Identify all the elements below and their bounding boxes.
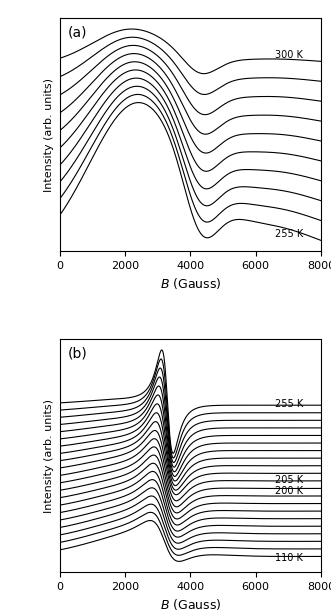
Y-axis label: Intensity (arb. units): Intensity (arb. units) [44, 399, 54, 513]
Text: (b): (b) [68, 346, 87, 360]
Text: (a): (a) [68, 25, 87, 39]
Text: 255 K: 255 K [275, 399, 304, 409]
Text: 300 K: 300 K [275, 50, 303, 60]
Y-axis label: Intensity (arb. units): Intensity (arb. units) [44, 77, 54, 192]
X-axis label: $\mathbf{\it{B}}$ (Gauss): $\mathbf{\it{B}}$ (Gauss) [160, 276, 221, 292]
X-axis label: $\mathbf{\it{B}}$ (Gauss): $\mathbf{\it{B}}$ (Gauss) [160, 597, 221, 612]
Text: 205 K: 205 K [275, 475, 304, 485]
Text: 255 K: 255 K [275, 229, 304, 239]
Text: 110 K: 110 K [275, 552, 303, 563]
Text: 200 K: 200 K [275, 486, 303, 496]
